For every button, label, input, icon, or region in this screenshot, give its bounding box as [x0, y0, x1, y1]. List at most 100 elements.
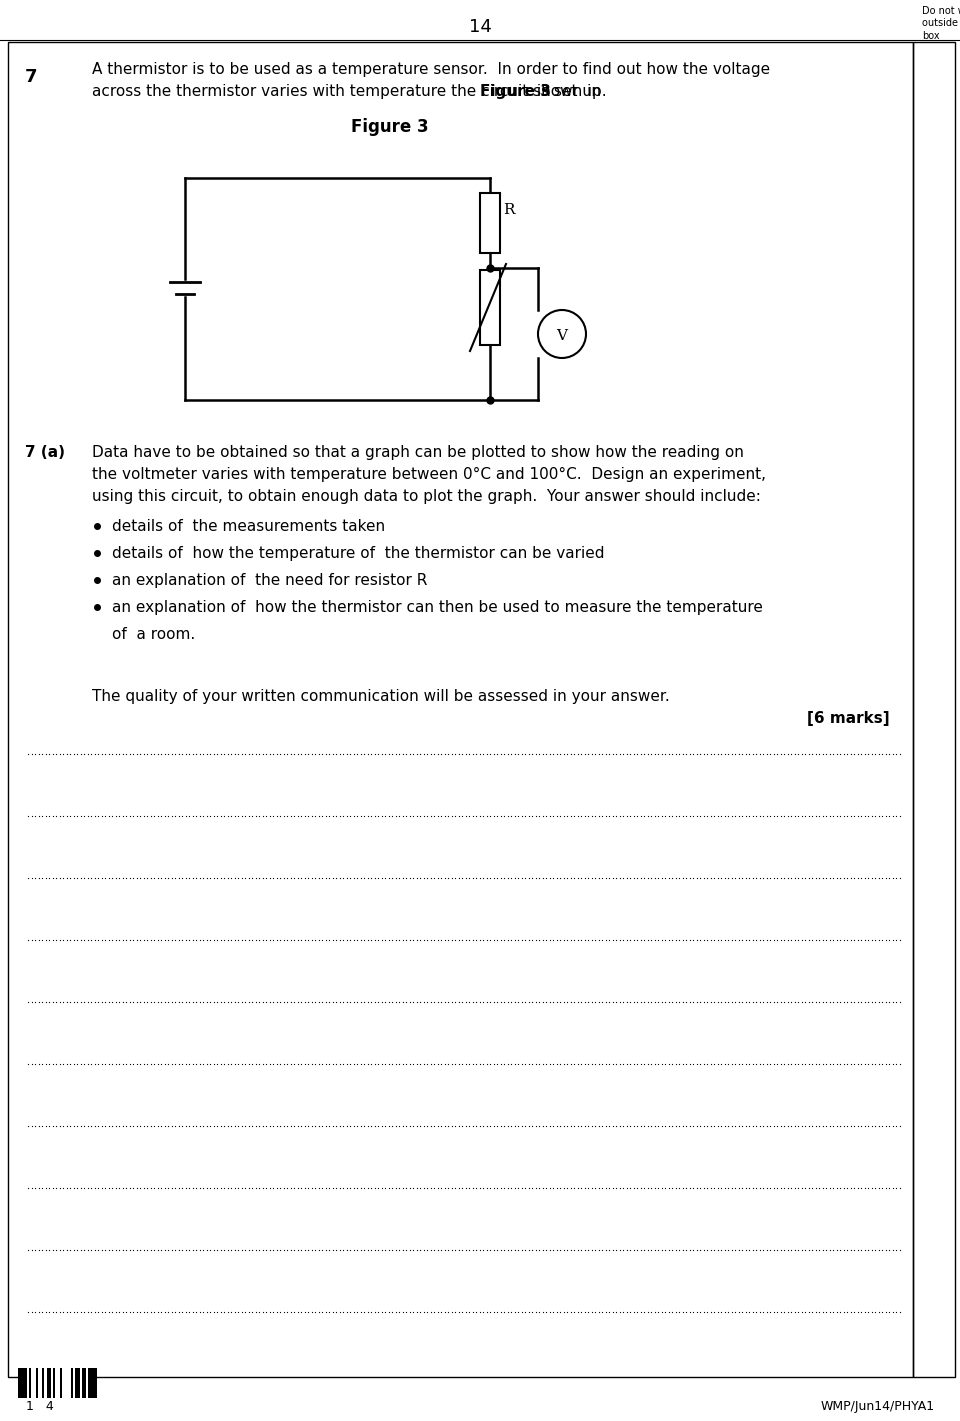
Point [185, 1239, 201, 1262]
Point [332, 929, 348, 952]
Point [828, 867, 844, 890]
Point [738, 1114, 754, 1137]
Point [437, 743, 452, 766]
Point [668, 1114, 684, 1137]
Point [696, 1053, 711, 1076]
Point [612, 1177, 627, 1199]
Point [392, 867, 407, 890]
Point [66, 1300, 82, 1323]
Point [570, 1239, 586, 1262]
Point [664, 1177, 680, 1199]
Point [860, 867, 876, 890]
Point [658, 804, 673, 827]
Point [416, 1177, 431, 1199]
Point [20, 929, 36, 952]
Point [108, 990, 123, 1013]
Point [90, 867, 106, 890]
Point [639, 1300, 655, 1323]
Point [769, 1114, 784, 1137]
Point [853, 1300, 869, 1323]
Point [528, 804, 543, 827]
Point [539, 990, 554, 1013]
Point [699, 990, 714, 1013]
Point [728, 1300, 743, 1323]
Point [234, 1053, 250, 1076]
Point [254, 1177, 270, 1199]
Point [517, 1300, 533, 1323]
Point [216, 1239, 231, 1262]
Point [462, 867, 477, 890]
Point [367, 867, 382, 890]
Point [892, 1300, 907, 1323]
Point [783, 743, 799, 766]
Point [254, 1300, 270, 1323]
Point [188, 1114, 204, 1137]
Point [590, 990, 606, 1013]
Point [373, 743, 389, 766]
Point [84, 1239, 99, 1262]
Point [605, 1053, 620, 1076]
Point [164, 1300, 180, 1323]
Point [654, 929, 669, 952]
Point [45, 867, 60, 890]
Point [728, 1177, 743, 1199]
Point [524, 1053, 540, 1076]
Point [426, 804, 442, 827]
Point [847, 1053, 862, 1076]
Point [630, 743, 645, 766]
Point [647, 804, 662, 827]
Point [752, 990, 767, 1013]
Point [633, 1177, 648, 1199]
Point [346, 1239, 361, 1262]
Point [584, 1239, 599, 1262]
Point [832, 804, 848, 827]
Point [388, 1053, 403, 1076]
Point [769, 867, 784, 890]
Point [373, 867, 389, 890]
Point [314, 1053, 329, 1076]
Point [307, 929, 323, 952]
Point [643, 804, 659, 827]
Point [45, 929, 60, 952]
Point [756, 1053, 771, 1076]
Point [780, 990, 795, 1013]
Point [780, 1239, 795, 1262]
Point [658, 867, 673, 890]
Point [395, 804, 410, 827]
Point [59, 1053, 74, 1076]
Point [609, 743, 624, 766]
Point [619, 1177, 635, 1199]
Point [384, 804, 399, 827]
Point [171, 1114, 186, 1137]
Point [216, 804, 231, 827]
Point [230, 1177, 246, 1199]
Point [622, 990, 637, 1013]
Point [539, 1114, 554, 1137]
Point [430, 929, 445, 952]
Point [531, 867, 546, 890]
Point [500, 804, 516, 827]
Point [307, 990, 323, 1013]
Point [892, 1177, 907, 1199]
Point [384, 929, 399, 952]
Point [650, 1300, 665, 1323]
Point [360, 867, 375, 890]
Point [660, 1053, 676, 1076]
Point [503, 743, 518, 766]
Point [717, 804, 732, 827]
Point [615, 1300, 631, 1323]
Point [563, 804, 578, 827]
Point [241, 1177, 256, 1199]
Point [164, 1239, 180, 1262]
Point [619, 867, 635, 890]
Point [857, 1114, 873, 1137]
Point [363, 1114, 378, 1137]
Point [675, 1114, 690, 1137]
Point [303, 1114, 319, 1137]
Point [749, 1239, 764, 1262]
Point [392, 1114, 407, 1137]
Point [171, 1239, 186, 1262]
Point [269, 929, 284, 952]
Point [877, 1300, 893, 1323]
Point [318, 1177, 333, 1199]
